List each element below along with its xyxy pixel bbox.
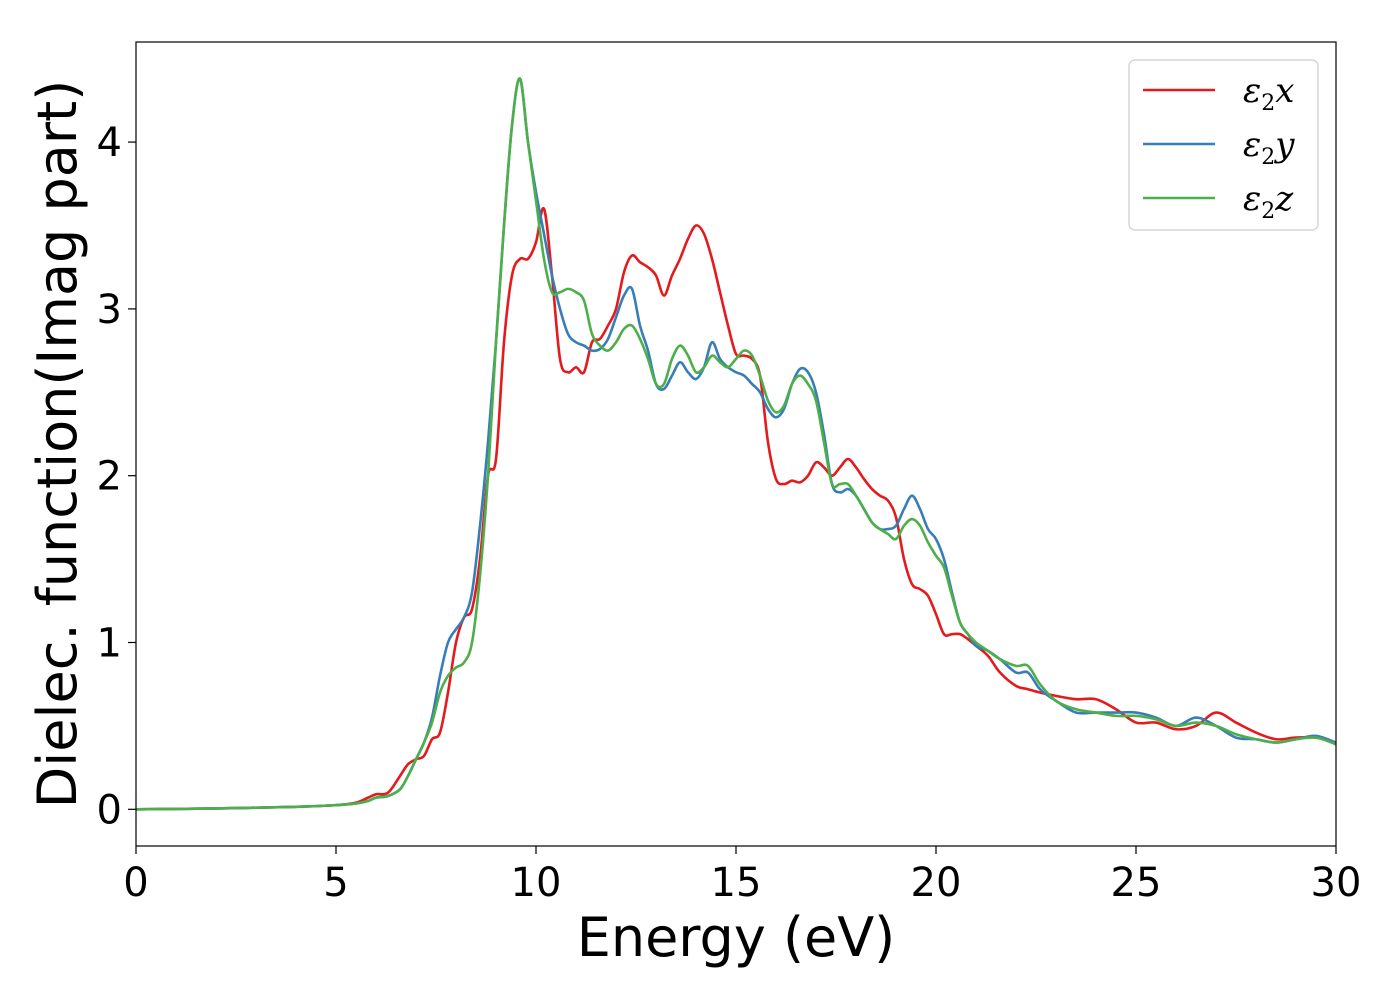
- x-tick-label: 15: [711, 860, 762, 906]
- series-line-x: [136, 206, 1336, 811]
- x-tick-label: 25: [1111, 860, 1162, 906]
- legend-box: [1128, 59, 1319, 231]
- series-layer: [136, 77, 1336, 811]
- y-tick-label: 4: [97, 120, 122, 166]
- legend-label-y: ε2y: [1243, 125, 1295, 170]
- series-line-y: [136, 77, 1336, 811]
- legend-label-z: ε2z: [1243, 179, 1294, 224]
- y-axis-title: Dielec. function(Imag part): [26, 80, 89, 809]
- y-tick-label: 2: [97, 454, 122, 500]
- y-tick-label: 3: [97, 287, 122, 333]
- x-tick-label: 10: [511, 860, 562, 906]
- legend-label-x: ε2x: [1243, 71, 1294, 116]
- y-tick-label: 0: [97, 787, 122, 833]
- y-tick-label: 1: [97, 620, 122, 666]
- series-line-z: [136, 77, 1336, 811]
- x-tick-label: 0: [123, 860, 148, 906]
- x-tick-label: 30: [1311, 860, 1362, 906]
- x-tick-label: 5: [323, 860, 348, 906]
- y-axis: 0 1 2 3 4: [97, 120, 136, 833]
- x-axis: 0 5 10 15 20 25 30: [123, 846, 1361, 906]
- x-axis-title: Energy (eV): [577, 906, 896, 969]
- x-tick-label: 20: [911, 860, 962, 906]
- legend: ε2x ε2y ε2z: [1128, 59, 1319, 231]
